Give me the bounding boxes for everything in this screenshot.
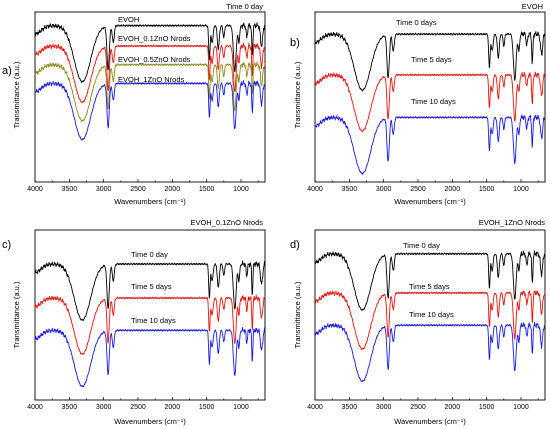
panel-c-letter: c) [2,239,11,251]
panel-a-frame [34,11,266,183]
panel-a-ylabel: Transmittance (a.u.) [12,61,21,128]
panel-c-xtick-label-3500: 3500 [62,404,78,411]
panel-a-letter: a) [2,65,12,77]
panel-c-series-line-0 [34,260,266,321]
panel-c-series-line-2 [34,326,266,388]
panel-b-xtick-label-2000: 2000 [445,186,461,193]
panel-a-xlabel: Wavenumbers (cm⁻¹) [114,197,186,206]
panel-d-series-line-1 [314,290,546,351]
panel-b-lines [314,31,546,175]
panel-c-xtick-label-2500: 2500 [130,404,146,411]
panel-a-series-label-0: EVOH [118,15,139,24]
panel-c-series-label-2: Time 10 days [131,316,176,325]
panel-b-xtick-label-3500: 3500 [342,186,358,193]
panel-c-series-label-1: Time 5 days [131,282,172,291]
panel-a-xtick-label-1000: 1000 [233,186,249,193]
panel-d-xticks: 4000 3500 3000 2500 2000 1500 1000 [307,397,539,411]
panel-d-xtick-label-4000: 4000 [307,404,323,411]
panel-d-series-label-2: Time 10 days [409,310,454,319]
panel-a-series-line-1 [34,42,266,104]
panel-c-lines [34,260,266,388]
panel-b-xtick-label-3000: 3000 [376,186,392,193]
panel-a-series-line-0 [34,22,266,83]
panel-c-xlabel: Wavenumbers (cm⁻¹) [114,417,186,426]
panel-a-series-label-3: EVOH_1ZnO Nrods [118,75,185,84]
panel-a-series-line-3 [34,80,266,141]
panel-b-letter: b) [290,37,300,49]
panel-d-frame [314,229,546,401]
panel-b-axes-box [314,11,546,183]
panel-a-xtick-label-1500: 1500 [199,186,215,193]
panel-a-xtick-label-2000: 2000 [165,186,181,193]
panel-d-xtick-label-3500: 3500 [342,404,358,411]
panel-b-xtick-label-2500: 2500 [410,186,426,193]
panel-b: b) EVOH Transmittance (a.u.) Wavenumbers… [290,2,546,206]
panel-d: d) EVOH_1ZnO Nrods Transmittance (a.u.) … [290,218,546,426]
panel-d-xtick-label-1000: 1000 [513,404,529,411]
panel-b-ylabel: Transmittance (a.u.) [293,61,302,128]
panel-c-ylabel: Transmittance (a.u.) [12,281,21,348]
panel-c: c) EVOH_0.1ZnO Nrods Transmittance (a.u.… [2,218,266,426]
panel-d-series-label-0: Time 0 day [403,241,440,250]
panel-b-xtick-label-1000: 1000 [513,186,529,193]
panel-b-title: EVOH [522,2,543,11]
panel-b-series-line-2 [314,114,546,175]
panel-b-series-line-0 [314,31,546,92]
panel-d-title: EVOH_1ZnO Nrods [479,218,546,227]
panel-b-series-label-0: Time 0 days [396,18,437,27]
panel-b-xtick-label-1500: 1500 [479,186,495,193]
panel-d-xtick-label-2500: 2500 [410,404,426,411]
panel-b-series-line-1 [314,71,546,133]
panel-a-lines [34,22,266,141]
panel-d-series-label-1: Time 5 days [409,282,450,291]
panel-a: a) Time 0 day Transmittance (a.u.) Waven… [2,2,266,206]
panel-d-axes-box [314,229,546,401]
panel-a-title: Time 0 day [226,2,263,11]
panel-d-lines [314,250,546,383]
panel-a-xtick-label-3500: 3500 [62,186,78,193]
panel-d-xlabel: Wavenumbers (cm⁻¹) [394,417,466,426]
panel-d-xtick-label-3000: 3000 [376,404,392,411]
panel-d-xtick-label-1500: 1500 [479,404,495,411]
panel-c-series-line-1 [34,294,266,355]
panel-d-series-line-0 [314,250,546,311]
panel-d-xtick-label-2000: 2000 [445,404,461,411]
panel-a-xtick-label-4000: 4000 [27,186,43,193]
panel-d-ylabel: Transmittance (a.u.) [293,281,302,348]
panel-a-series-label-2: EVOH_0.5ZnO Nrods [118,55,191,64]
panel-b-frame [314,11,546,183]
panel-a-xticks: 4000 3500 3000 2500 2000 1500 1000 [27,179,259,193]
panel-c-xtick-label-3000: 3000 [96,404,112,411]
panel-c-series-label-0: Time 0 day [131,250,168,259]
panel-a-xtick-label-2500: 2500 [130,186,146,193]
panel-b-xtick-label-4000: 4000 [307,186,323,193]
panel-b-xlabel: Wavenumbers (cm⁻¹) [394,197,466,206]
panel-c-xticks: 4000 3500 3000 2500 2000 1500 1000 [27,397,259,411]
panel-b-series-label-2: Time 10 days [411,97,456,106]
panel-b-xticks: 4000 3500 3000 2500 2000 1500 1000 [307,179,539,193]
panel-c-xtick-label-1500: 1500 [199,404,215,411]
panel-c-title: EVOH_0.1ZnO Nrods [190,218,263,227]
panel-c-xtick-label-1000: 1000 [233,404,249,411]
panel-d-letter: d) [290,239,300,251]
panel-a-series-line-2 [34,61,266,122]
panel-a-series-label-1: EVOH_0.1ZnO Nrods [118,34,191,43]
panel-a-axes-box [34,11,266,183]
panel-c-xtick-label-2000: 2000 [165,404,181,411]
panel-c-xtick-label-4000: 4000 [27,404,43,411]
panel-d-series-line-2 [314,321,546,383]
panel-b-series-label-1: Time 5 days [411,55,452,64]
panel-c-frame [34,229,266,401]
panel-c-axes-box [34,229,266,401]
panel-a-xtick-label-3000: 3000 [96,186,112,193]
